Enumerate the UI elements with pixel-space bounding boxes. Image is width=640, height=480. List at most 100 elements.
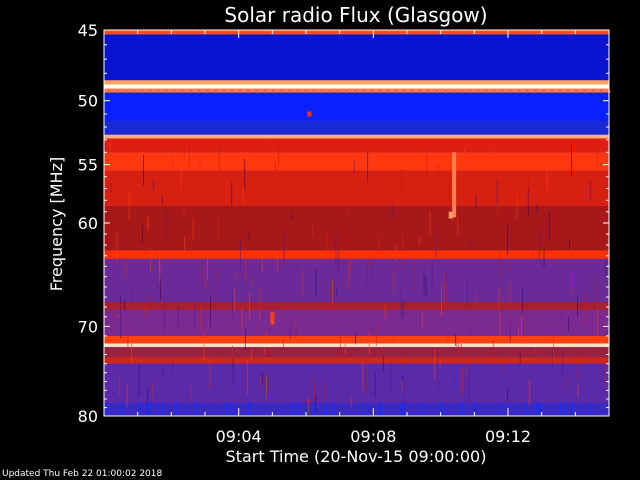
spectrogram-texture bbox=[313, 376, 314, 400]
spectrogram-texture bbox=[307, 397, 309, 413]
band-pulse bbox=[337, 89, 340, 93]
spectrogram-texture bbox=[568, 239, 570, 250]
spectrogram-texture bbox=[475, 292, 476, 302]
x-tick-label: 09:12 bbox=[485, 427, 531, 446]
band-pulse bbox=[493, 89, 496, 93]
frequency-band bbox=[104, 250, 609, 259]
plot-area bbox=[104, 30, 611, 416]
spectrogram-texture bbox=[453, 373, 455, 381]
band-pulse bbox=[239, 89, 242, 93]
spectrogram-texture bbox=[418, 237, 420, 245]
spectrogram-texture bbox=[535, 348, 537, 353]
band-pulse bbox=[501, 89, 504, 93]
spectrogram-texture bbox=[145, 305, 147, 318]
spectrogram-texture bbox=[422, 402, 424, 416]
band-pulse bbox=[468, 89, 471, 93]
spectrogram-texture bbox=[251, 278, 253, 287]
spectrogram-texture bbox=[225, 402, 227, 416]
spectrogram-texture bbox=[568, 316, 570, 332]
band-pulse bbox=[231, 89, 233, 93]
chart-title: Solar radio Flux (Glasgow) bbox=[224, 3, 487, 27]
spectrogram-texture bbox=[248, 231, 250, 241]
spectrogram-texture bbox=[522, 286, 524, 313]
band-pulse bbox=[542, 89, 545, 93]
spectrogram-texture bbox=[607, 353, 609, 367]
band-pulse bbox=[116, 89, 119, 93]
frequency-band bbox=[104, 343, 609, 348]
spectrogram-texture bbox=[326, 233, 328, 262]
spectrogram-texture bbox=[571, 270, 572, 294]
spectrogram-texture bbox=[210, 294, 211, 327]
spectrogram-texture bbox=[565, 372, 567, 392]
spectrogram-texture bbox=[218, 140, 220, 173]
spectrogram-texture bbox=[557, 206, 559, 240]
spectrogram-texture bbox=[177, 304, 179, 328]
spectrogram-texture bbox=[441, 285, 442, 318]
spectrogram-texture bbox=[577, 296, 578, 318]
spectrogram-texture bbox=[335, 232, 337, 265]
band-pulse bbox=[419, 89, 422, 93]
axes: 45 50 55 60 70 80 09:04 09:08 09:12 bbox=[78, 21, 610, 446]
spectrogram-texture bbox=[509, 309, 511, 343]
band-pulse bbox=[436, 89, 438, 93]
spectrogram-texture bbox=[510, 307, 512, 325]
spectrogram-texture bbox=[468, 369, 470, 404]
spectrogram-texture bbox=[232, 294, 234, 318]
spectrogram-texture bbox=[127, 330, 129, 362]
band-pulse bbox=[477, 89, 479, 93]
spectrogram-texture bbox=[289, 327, 291, 341]
frequency-band bbox=[104, 138, 609, 153]
spectrogram-texture bbox=[348, 261, 350, 290]
band-pulse bbox=[247, 89, 250, 93]
spectrogram-texture bbox=[128, 190, 130, 221]
spectrogram-texture bbox=[166, 209, 168, 242]
spectrogram-texture bbox=[209, 401, 211, 412]
band-pulse bbox=[509, 89, 512, 93]
frequency-band bbox=[104, 302, 609, 310]
band-pulse bbox=[559, 89, 561, 93]
spectrogram-texture bbox=[161, 196, 163, 206]
band-pulse bbox=[165, 89, 168, 93]
spectrogram-texture bbox=[113, 312, 115, 318]
spectrogram-texture bbox=[117, 313, 119, 319]
spectrogram-texture bbox=[369, 257, 371, 267]
frequency-band bbox=[104, 80, 609, 85]
band-pulse bbox=[550, 89, 553, 93]
spectrogram-texture bbox=[365, 368, 367, 396]
spectrogram-texture bbox=[105, 402, 107, 416]
spectrogram-texture bbox=[392, 203, 394, 219]
spectrogram-texture bbox=[518, 326, 520, 337]
band-pulse bbox=[534, 89, 537, 93]
band-pulse bbox=[124, 89, 127, 93]
spectrogram-texture bbox=[131, 288, 133, 301]
band-pulse bbox=[288, 89, 291, 93]
spectrogram-texture bbox=[536, 203, 538, 213]
spectrogram-texture bbox=[229, 402, 231, 416]
spectrogram-texture bbox=[429, 211, 431, 235]
spectrogram-texture bbox=[577, 353, 579, 382]
spectrogram-texture bbox=[460, 343, 462, 354]
frequency-band bbox=[104, 363, 609, 404]
band-pulse bbox=[157, 89, 160, 93]
spectrogram-texture bbox=[324, 379, 326, 408]
band-pulse bbox=[280, 89, 283, 93]
spectrogram-texture bbox=[577, 383, 579, 398]
spectrogram-texture bbox=[162, 402, 164, 416]
spectrogram-texture bbox=[264, 347, 266, 355]
spectrogram-texture bbox=[413, 337, 415, 343]
frequency-band bbox=[104, 258, 609, 303]
spectrogram-texture bbox=[353, 300, 355, 306]
spectrogram-texture bbox=[110, 183, 112, 193]
spectrogram-texture bbox=[150, 402, 152, 416]
spectrogram-texture bbox=[455, 333, 456, 346]
spectrogram-texture bbox=[246, 360, 248, 395]
frequency-band bbox=[104, 309, 609, 336]
spectrogram-texture bbox=[336, 287, 338, 295]
frequency-band bbox=[104, 206, 609, 251]
spectrogram-texture bbox=[414, 260, 416, 292]
spectrogram-texture bbox=[366, 261, 368, 285]
spectrogram-texture bbox=[402, 301, 404, 320]
y-tick-label: 60 bbox=[78, 214, 98, 233]
spectrogram-texture bbox=[350, 397, 352, 408]
